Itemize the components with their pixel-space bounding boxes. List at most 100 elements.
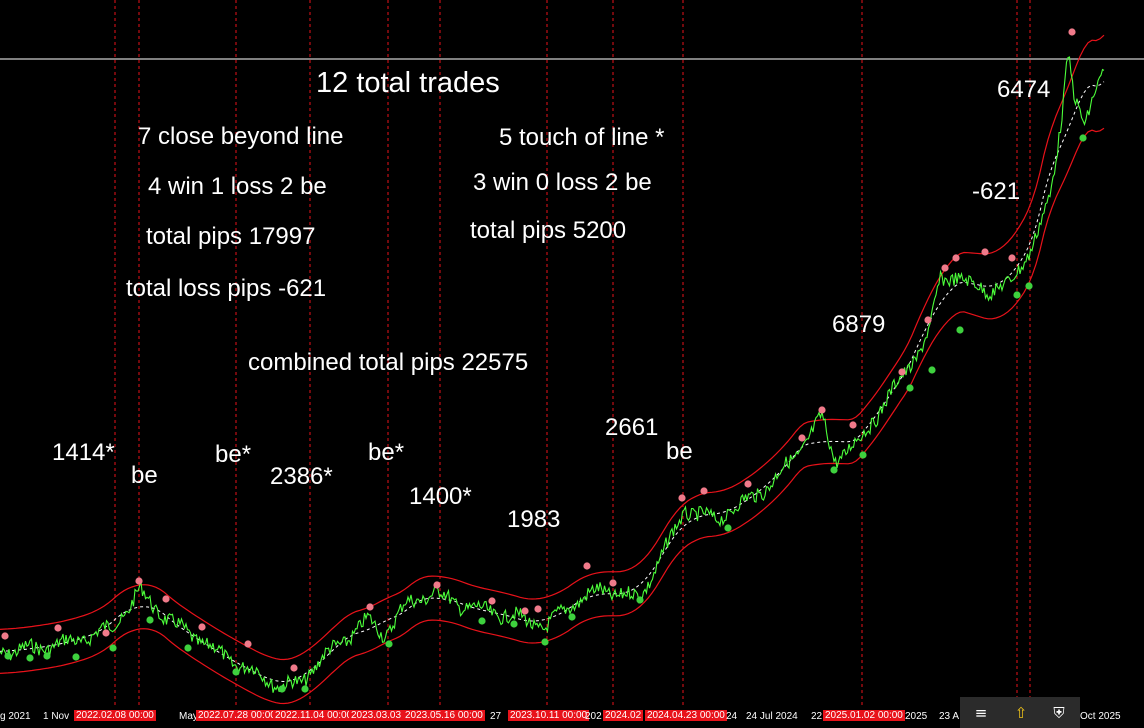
total-trades-label: 12 total trades [316,67,500,99]
trade-label: 2386* [270,463,333,490]
trade-label: be* [368,439,405,466]
trade-label: 1983 [507,506,561,533]
swing-high-marker [818,406,826,414]
swing-high-marker [609,579,617,587]
swing-high-marker [54,624,62,632]
trade-label: 1414* [52,439,115,466]
swing-high-marker [678,494,686,502]
swing-high-marker [244,640,252,648]
swing-low-marker [43,652,51,660]
swing-low-marker [541,638,549,646]
swing-low-marker [906,384,914,392]
swing-high-marker [433,581,441,589]
trade-label: 6879 [832,311,886,338]
trade-label: be [131,462,158,489]
swing-high-marker [952,254,960,262]
vline-date-label: 2022.07.28 00:00 [196,710,278,721]
trade-label: 1400* [409,483,472,510]
trade-label: 6474 [997,76,1051,103]
swing-high-marker [1068,28,1076,36]
x-tick-label: 27 [490,711,502,722]
swing-low-marker [232,668,240,676]
close-beyond-label: 7 close beyond line [138,123,344,150]
swing-high-marker [924,316,932,324]
swing-high-marker [162,595,170,603]
swing-low-marker [184,644,192,652]
x-tick-label: g 2021 [0,711,31,722]
swing-low-marker [146,616,154,624]
swing-low-marker [510,620,518,628]
swing-low-marker [1079,134,1087,142]
security-shield-icon[interactable]: ⛨ [1053,704,1065,722]
swing-high-marker [534,605,542,613]
trade-label: be [666,438,693,465]
swing-low-marker [956,326,964,334]
vline-date-label: 2024.02 [603,710,644,721]
x-tick-label: 24 Jul 2024 [746,711,798,722]
swing-high-marker [102,629,110,637]
swing-low-marker [109,644,117,652]
x-tick-label: May [179,711,198,722]
vline-date-label: 2022.11.04 00:00 [273,710,355,721]
close-loss-label: total loss pips -621 [126,275,327,302]
x-tick-label: 22 [811,711,823,722]
mid-line [0,81,1105,683]
swing-low-marker [568,613,576,621]
swing-high-marker [366,603,374,611]
swing-high-marker [521,607,529,615]
swing-high-marker [798,434,806,442]
x-tick-label: 1 Nov [43,711,70,722]
vline-date-label: 2023.10.11 00:00 [508,710,590,721]
swing-low-marker [830,466,838,474]
system-tray: ≡ ⇧ ⛨ [960,697,1080,728]
swing-low-marker [385,640,393,648]
touch-result-label: 3 win 0 loss 2 be [473,169,652,196]
swing-high-marker [290,664,298,672]
swing-low-marker [478,617,486,625]
swing-high-marker [981,248,989,256]
vline-date-label: 2025.01.02 00:00 [823,710,905,721]
swing-low-marker [928,366,936,374]
swing-low-marker [1025,282,1033,290]
network-icon[interactable]: ≡ [974,704,988,722]
touch-pips-label: total pips 5200 [470,217,627,244]
close-result-label: 4 win 1 loss 2 be [148,173,327,200]
swing-high-marker [1,632,9,640]
swing-low-marker [72,653,80,661]
swing-markers [1,28,1087,693]
vline-date-label: 2022.02.08 00:00 [74,710,156,721]
upper-band [0,34,1105,661]
swing-high-marker [700,487,708,495]
swing-high-marker [488,597,496,605]
x-tick-label: 202 [585,711,602,722]
close-pips-label: total pips 17997 [146,223,316,250]
swing-high-marker [198,623,206,631]
vline-date-label: 2024.04.23 00:00 [645,710,727,721]
trade-label: be* [215,441,252,468]
swing-low-marker [301,685,309,693]
trade-label: -621 [972,178,1021,205]
update-arrow-icon[interactable]: ⇧ [1014,704,1028,722]
swing-high-marker [941,264,949,272]
swing-low-marker [1013,291,1021,299]
x-tick-label: 24 [726,711,738,722]
swing-low-marker [724,524,732,532]
swing-high-marker [1008,254,1016,262]
vline-date-label: 2023.03.03 [349,710,404,721]
swing-low-marker [859,451,867,459]
lower-band [0,127,1105,705]
combined-total-label: combined total pips 22575 [248,349,529,376]
swing-low-marker [278,685,286,693]
price-series [0,56,1105,693]
swing-low-marker [26,654,34,662]
swing-low-marker [636,596,644,604]
time-axis: g 2021 1 Nov 2022.02.08 00:00 May 2022.0… [0,706,1144,728]
swing-high-marker [898,368,906,376]
x-tick-label: 23 A [939,711,960,722]
vline-date-label: 2023.05.16 00:00 [403,710,485,721]
touch-label: 5 touch of line * [499,124,665,151]
trade-label: 2661 [605,414,659,441]
swing-high-marker [135,577,143,585]
swing-high-marker [849,421,857,429]
x-tick-label: Oct 2025 [1080,711,1121,722]
